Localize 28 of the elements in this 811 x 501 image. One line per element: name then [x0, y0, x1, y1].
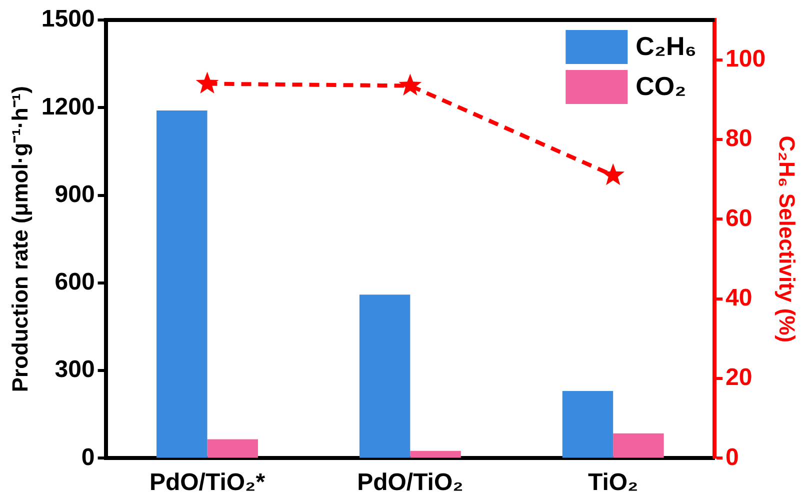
bar [359, 294, 410, 458]
legend-label: C₂H₆ [636, 31, 697, 62]
y-tick-label: 600 [54, 268, 95, 296]
y-tick-label: 300 [54, 356, 95, 384]
y2-tick-label: 60 [726, 204, 752, 232]
y2-tick-label: 40 [726, 284, 752, 312]
legend-label: CO₂ [636, 71, 686, 102]
bar [156, 110, 208, 458]
y-tick-label: 1500 [41, 6, 95, 33]
x-tick-label: TiO₂ [588, 469, 638, 496]
x-tick-label: PdO/TiO₂* [149, 469, 266, 496]
y2-axis-title: C₂H₆ Selectivity (%) [774, 136, 800, 343]
y2-tick-label: 0 [726, 444, 739, 471]
y-tick-label: 1200 [41, 93, 95, 120]
bar [410, 450, 461, 458]
y2-tick-label: 20 [726, 364, 752, 392]
y-axis-title: Production rate (μmol·g⁻¹·h⁻¹) [7, 86, 32, 392]
y-tick-label: 900 [54, 180, 95, 208]
bar [207, 439, 258, 458]
point [196, 72, 219, 94]
point [602, 163, 625, 186]
bar [562, 391, 614, 458]
x-tick-label: PdO/TiO₂ [357, 469, 464, 496]
y2-tick-label: 80 [726, 125, 752, 152]
y-tick-label: 0 [81, 444, 95, 471]
bar [613, 433, 664, 458]
point [398, 74, 422, 96]
y2-tick-label: 100 [726, 45, 766, 72]
